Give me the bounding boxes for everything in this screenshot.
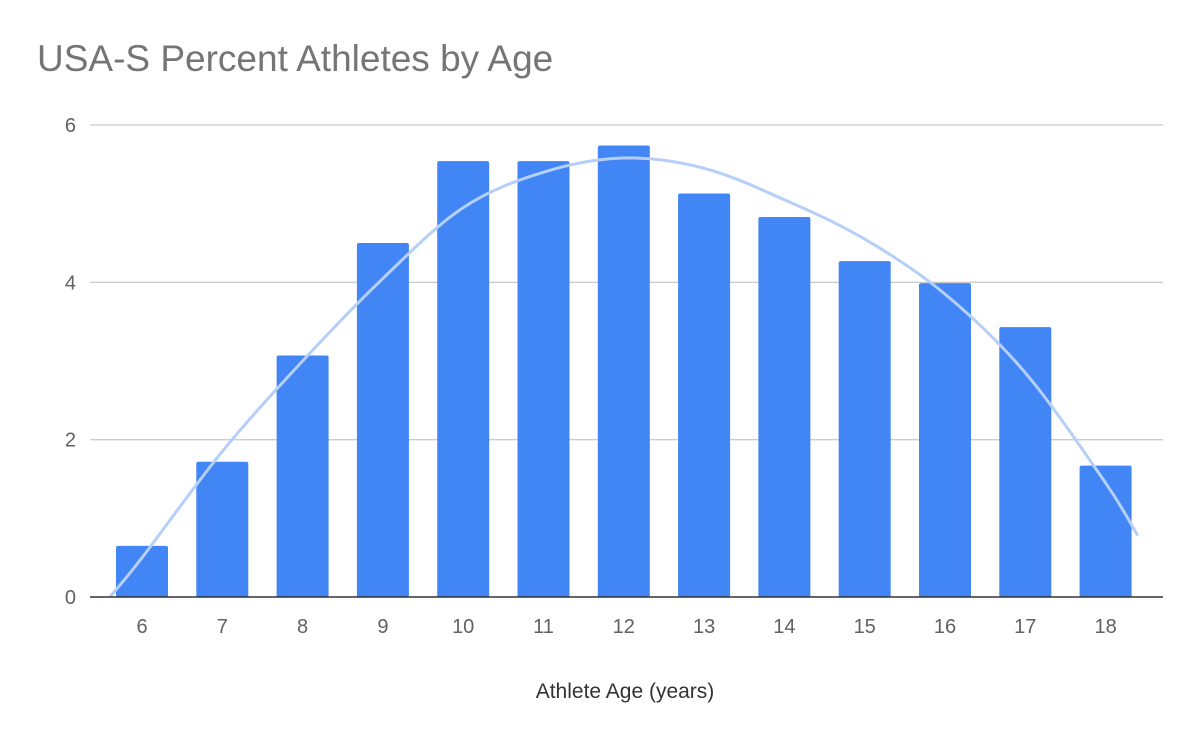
bar-7 xyxy=(196,461,249,597)
y-tick-label-6: 6 xyxy=(65,115,76,137)
x-tick-label-16: 16 xyxy=(934,616,956,638)
x-tick-label-17: 17 xyxy=(1014,616,1036,638)
x-tick-label-9: 9 xyxy=(377,616,388,638)
bar-13 xyxy=(678,193,731,597)
x-tick-label-15: 15 xyxy=(854,616,876,638)
x-tick-label-10: 10 xyxy=(452,616,474,638)
chart-title: USA-S Percent Athletes by Age xyxy=(37,38,554,79)
bar-10 xyxy=(437,161,490,598)
bar-12 xyxy=(597,145,650,597)
y-tick-label-2: 2 xyxy=(65,430,76,452)
trendline-group xyxy=(108,156,1140,598)
bar-17 xyxy=(999,327,1052,597)
x-tick-label-18: 18 xyxy=(1094,616,1116,638)
x-tick-label-14: 14 xyxy=(773,616,795,638)
trendline xyxy=(108,156,1140,598)
bar-18 xyxy=(1079,465,1132,597)
bar-8 xyxy=(276,355,329,597)
y-tick-label-4: 4 xyxy=(65,272,76,294)
bar-11 xyxy=(517,161,570,598)
x-tick-label-13: 13 xyxy=(693,616,715,638)
x-tick-labels: 6 7 8 9 10 11 12 13 14 15 16 17 18 xyxy=(136,616,1116,638)
x-tick-label-12: 12 xyxy=(613,616,635,638)
x-axis-label: Athlete Age (years) xyxy=(536,680,715,703)
bars xyxy=(116,145,1132,598)
x-tick-label-11: 11 xyxy=(533,616,554,638)
bar-6 xyxy=(116,545,168,597)
y-tick-labels: 0 2 4 6 xyxy=(65,115,76,609)
bar-9 xyxy=(356,243,409,597)
bar-15 xyxy=(838,261,891,597)
x-tick-label-7: 7 xyxy=(217,616,228,638)
x-tick-label-8: 8 xyxy=(297,616,308,638)
bar-14 xyxy=(758,217,811,598)
x-tick-label-6: 6 xyxy=(136,616,147,638)
y-tick-label-0: 0 xyxy=(65,587,76,609)
bar-16 xyxy=(919,283,971,597)
